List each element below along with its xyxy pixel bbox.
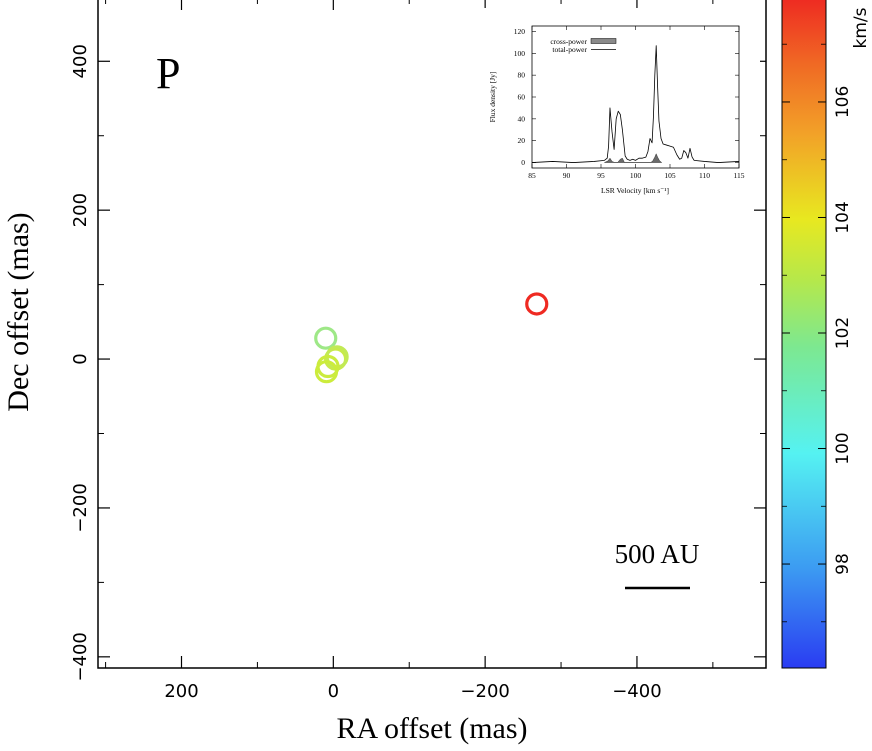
- inset-y-tick-label: 20: [518, 136, 526, 145]
- inset-y-tick-label: 0: [521, 158, 525, 167]
- scale-bar: 500 AU: [615, 539, 700, 590]
- inset-x-tick-label: 90: [563, 171, 571, 180]
- x-axis-label: RA offset (mas): [336, 712, 527, 745]
- series-cross-power: [604, 153, 663, 163]
- y-tick-label: 400: [70, 44, 91, 78]
- inset-y-tick-label: 60: [518, 93, 526, 102]
- legend-swatch-cross-power: [590, 38, 617, 44]
- x-tick-label: 0: [328, 681, 339, 702]
- legend-label-cross-power: cross-power: [550, 37, 587, 46]
- maser-spot: [525, 292, 549, 316]
- x-tick-label: 200: [164, 681, 198, 702]
- scale-bar-label: 500 AU: [615, 539, 700, 569]
- colorbar-tick-label: 104: [833, 201, 853, 233]
- inset-y-axis-label: Flux density [Jy]: [488, 72, 497, 123]
- inset-y-tick-label: 40: [518, 114, 526, 123]
- x-tick-label: −400: [612, 681, 661, 702]
- main-plot-frame: [97, 0, 767, 669]
- colorbar-ticks: 98 100 102 104 106: [782, 43, 853, 623]
- colorbar: 98 100 102 104 106 km/s: [781, 0, 871, 669]
- maser-spot: [314, 326, 338, 350]
- y-tick-label: 0: [70, 353, 91, 364]
- inset-y-tick-label: 80: [518, 71, 526, 80]
- y-axis-label: Dec offset (mas): [2, 212, 35, 411]
- inset-x-tick-label: 85: [528, 171, 536, 180]
- x-tick-label: −200: [460, 681, 509, 702]
- maser-spots: [314, 292, 549, 384]
- inset-x-axis-label: LSR Velocity [km s⁻¹]: [601, 186, 669, 195]
- inset-spectrum: 85 90 95 100 105 110 115 0 20 40 60 80 100 120 cross-…: [480, 8, 760, 208]
- y-tick-label: 200: [70, 193, 91, 227]
- inset-series: [531, 45, 740, 163]
- inset-x-tick-label: 105: [664, 171, 676, 180]
- series-total-power: [531, 45, 740, 163]
- panel-label: P: [156, 49, 180, 98]
- y-tick-label: −400: [70, 632, 91, 681]
- colorbar-tick-label: 100: [833, 432, 853, 464]
- inset-x-tick-label: 110: [699, 171, 710, 180]
- inset-x-tick-label: 115: [734, 171, 745, 180]
- inset-x-tick-label: 95: [597, 171, 605, 180]
- inset-background: [480, 8, 760, 208]
- colorbar-tick-label: 102: [833, 317, 853, 349]
- colorbar-tick-label: 106: [833, 86, 853, 118]
- maser-spot: [314, 360, 339, 384]
- inset-y-tick-label: 120: [514, 27, 526, 36]
- colorbar-gradient: [781, 0, 827, 669]
- legend-label-total-power: total-power: [552, 45, 587, 54]
- y-tick-label: −200: [70, 483, 91, 532]
- inset-y-tick-label: 100: [514, 49, 526, 58]
- colorbar-tick-label: 98: [833, 553, 853, 575]
- inset-legend: cross-power total-power: [550, 37, 617, 54]
- colorbar-unit: km/s: [851, 7, 871, 48]
- inset-axis-ticks: 85 90 95 100 105 110 115 0 20 40 60 80 100 120: [514, 26, 745, 180]
- inset-x-tick-label: 100: [630, 171, 642, 180]
